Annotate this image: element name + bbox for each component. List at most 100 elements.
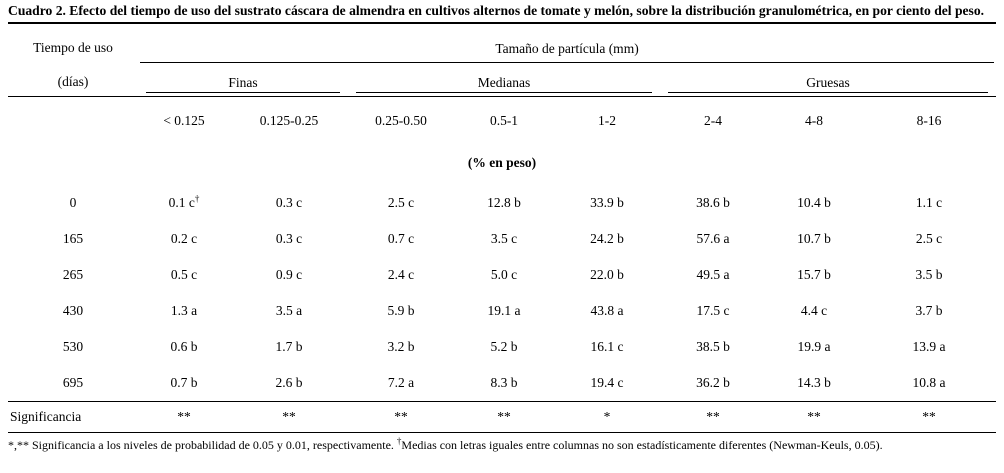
data-cell: 8.3 b (490, 375, 518, 390)
data-cell: 5.9 b (387, 303, 415, 318)
group-label: Finas (146, 75, 340, 93)
size-header: 1-2 (598, 113, 616, 128)
data-cell: 3.5 c (490, 231, 518, 246)
size-header: 4-8 (805, 113, 823, 128)
cell-text: 0.1 c (168, 195, 195, 210)
table-row: 0 0.1 c† 0.3 c 2.5 c 12.8 b 33.9 b 38.6 … (8, 185, 996, 221)
data-cell: 2.6 b (275, 375, 303, 390)
data-cell: 19.4 c (590, 375, 624, 390)
significance-label: Significancia (8, 401, 138, 433)
data-cell: 2.4 c (387, 267, 415, 282)
significance-value: * (554, 401, 660, 433)
data-cell: 0.5 c (170, 267, 198, 282)
col-header-time-units: (días) (8, 63, 138, 97)
data-cell: 4.4 c (800, 303, 828, 318)
units-label: (% en peso) (467, 155, 537, 170)
data-cell: 0.7 b (170, 375, 198, 390)
group-label: Medianas (356, 75, 652, 93)
header-row-1: Tiempo de uso Tamaño de partícula (mm) (8, 24, 996, 63)
data-cell: 33.9 b (590, 195, 624, 210)
size-header: 2-4 (704, 113, 722, 128)
units-row: (% en peso) (8, 141, 996, 185)
footnote-text-2: Medias con letras iguales entre columnas… (401, 438, 883, 452)
header-row-sizes: < 0.125 0.125-0.25 0.25-0.50 0.5-1 1-2 2… (8, 97, 996, 142)
data-cell: 0.7 c (387, 231, 415, 246)
data-cell: 0.9 c (275, 267, 303, 282)
data-cell: 13.9 a (912, 339, 946, 354)
significance-value: ** (138, 401, 230, 433)
significance-value: ** (660, 401, 766, 433)
data-cell: 3.2 b (387, 339, 415, 354)
group-header-gruesas: Gruesas (660, 63, 996, 97)
data-cell: 2.5 c (387, 195, 415, 210)
significance-value: ** (230, 401, 348, 433)
data-cell: 38.6 b (696, 195, 730, 210)
data-cell: 15.7 b (797, 267, 831, 282)
data-cell: 49.5 a (696, 267, 730, 282)
particle-size-label: Tamaño de partícula (mm) (140, 41, 994, 63)
data-cell: 0.2 c (170, 231, 198, 246)
size-header: 0.5-1 (489, 113, 519, 128)
data-cell: 12.8 b (487, 195, 521, 210)
empty-cell (8, 97, 138, 142)
data-cell: 43.8 a (590, 303, 624, 318)
significance-row: Significancia ** ** ** ** * ** ** ** (8, 401, 996, 433)
time-value: 430 (62, 303, 84, 318)
significance-value: ** (862, 401, 996, 433)
data-cell: 5.0 c (490, 267, 518, 282)
header-row-2: (días) Finas Medianas Gruesas (8, 63, 996, 97)
time-value: 265 (62, 267, 84, 282)
time-value: 0 (69, 195, 77, 210)
data-cell: 36.2 b (696, 375, 730, 390)
data-cell: 2.5 c (915, 231, 943, 246)
data-cell: 38.5 b (696, 339, 730, 354)
data-cell: 17.5 c (696, 303, 730, 318)
data-cell: 0.3 c (275, 231, 303, 246)
size-header: 0.125-0.25 (259, 113, 319, 128)
data-cell: 1.1 c (915, 195, 943, 210)
size-header: 0.25-0.50 (375, 113, 427, 128)
data-cell: 7.2 a (387, 375, 415, 390)
data-cell: 10.4 b (797, 195, 831, 210)
significance-value: ** (454, 401, 554, 433)
data-cell: 1.3 a (170, 303, 198, 318)
document-page: Cuadro 2. Efecto del tiempo de uso del s… (8, 3, 996, 453)
data-cell: 19.9 a (797, 339, 831, 354)
dagger-mark: † (194, 193, 200, 204)
footnote-text-1: *,** Significancia a los niveles de prob… (8, 438, 397, 452)
data-cell: 16.1 c (590, 339, 624, 354)
data-cell: 57.6 a (696, 231, 730, 246)
data-cell: 3.5 b (915, 267, 943, 282)
data-cell: 14.3 b (797, 375, 831, 390)
table-caption: Cuadro 2. Efecto del tiempo de uso del s… (8, 3, 996, 24)
table-row: 430 1.3 a 3.5 a 5.9 b 19.1 a 43.8 a 17.5… (8, 293, 996, 329)
group-header-medianas: Medianas (348, 63, 660, 97)
size-header: < 0.125 (163, 113, 205, 128)
data-cell: 0.1 c† (138, 185, 230, 221)
col-header-particle-size: Tamaño de partícula (mm) (138, 24, 996, 63)
data-cell: 0.3 c (275, 195, 303, 210)
data-cell: 0.6 b (170, 339, 198, 354)
data-cell: 10.8 a (912, 375, 946, 390)
data-cell: 1.7 b (275, 339, 303, 354)
time-value: 165 (62, 231, 84, 246)
data-cell: 22.0 b (590, 267, 624, 282)
group-label: Gruesas (668, 75, 988, 93)
data-cell: 5.2 b (490, 339, 518, 354)
table-row: 165 0.2 c 0.3 c 0.7 c 3.5 c 24.2 b 57.6 … (8, 221, 996, 257)
table-row: 530 0.6 b 1.7 b 3.2 b 5.2 b 16.1 c 38.5 … (8, 329, 996, 365)
granulometry-table: Tiempo de uso Tamaño de partícula (mm) (… (8, 24, 996, 433)
data-cell: 10.7 b (797, 231, 831, 246)
table-row: 695 0.7 b 2.6 b 7.2 a 8.3 b 19.4 c 36.2 … (8, 365, 996, 402)
group-header-finas: Finas (138, 63, 348, 97)
table-footnote: *,** Significancia a los niveles de prob… (8, 436, 996, 453)
col-header-time: Tiempo de uso (33, 40, 113, 55)
dagger-mark: † (396, 436, 402, 446)
time-value: 695 (62, 375, 84, 390)
data-cell: 3.7 b (915, 303, 943, 318)
significance-value: ** (348, 401, 454, 433)
data-cell: 24.2 b (590, 231, 624, 246)
time-value: 530 (62, 339, 84, 354)
data-cell: 19.1 a (487, 303, 521, 318)
data-cell: 3.5 a (275, 303, 303, 318)
